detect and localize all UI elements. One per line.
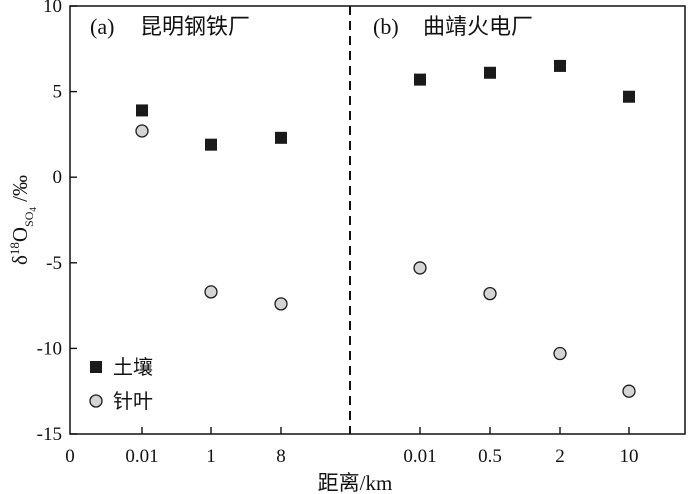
y-tick-label: 5: [53, 82, 63, 103]
x-axis-title: 距离/km: [318, 471, 393, 494]
y-axis-title: δ18OSO4 /‰: [7, 175, 38, 265]
y-axis-title-delta: δ: [8, 255, 32, 265]
soil-point: [484, 66, 496, 79]
legend-soil-marker: [90, 361, 102, 373]
y-axis: 10 5 0 -5 -10 -15: [37, 0, 77, 445]
legend-needle-label: 针叶: [113, 390, 153, 413]
needle-point: [483, 286, 497, 301]
x-tick-label: 2: [555, 446, 565, 467]
x-tick-label: 10: [620, 446, 639, 467]
needle-point: [413, 261, 427, 275]
needle-point: [135, 124, 149, 138]
needle-point: [274, 297, 288, 311]
x-tick-label: 8: [276, 446, 286, 467]
soil-point: [554, 59, 566, 72]
chart-marks: [135, 59, 636, 398]
panel-a-label: (a): [90, 14, 114, 39]
soil-point: [136, 104, 148, 117]
soil-point: [623, 90, 635, 103]
needle-point: [622, 384, 636, 398]
panel-a-title: 昆明钢铁厂: [140, 14, 250, 39]
soil-point: [275, 131, 287, 144]
x-origin-label: 0: [65, 446, 75, 467]
needle-point: [553, 346, 567, 361]
panel-b-title: 曲靖火电厂: [423, 14, 533, 39]
y-axis-title-sub4: 4: [28, 207, 38, 212]
y-tick-label: -15: [37, 424, 62, 445]
soil-point: [414, 73, 426, 86]
legend-soil-label: 土壤: [113, 356, 153, 379]
x-tick-label: 1: [206, 446, 216, 467]
plot-frame: [69, 5, 686, 435]
y-axis-title-o: O: [8, 227, 32, 242]
y-tick-label: 0: [53, 167, 63, 188]
panel-b-label: (b): [373, 14, 399, 39]
needle-point: [204, 285, 218, 299]
legend: 土壤 针叶: [89, 356, 153, 413]
soil-point: [205, 138, 217, 151]
x-tick-label: 0.5: [478, 446, 502, 467]
y-tick-label: -5: [46, 253, 62, 274]
y-axis-title-unit: /‰: [8, 175, 32, 207]
y-axis-title-sup: 18: [7, 242, 22, 255]
y-axis-title-sub: SO: [22, 211, 36, 227]
y-tick-label: 10: [43, 0, 62, 17]
x-tick-label: 0.01: [403, 446, 436, 467]
legend-needle-marker: [89, 394, 103, 408]
x-tick-label: 0.01: [125, 446, 158, 467]
x-axis: 0.01 1 8 0.01 0.5 2 10: [125, 427, 639, 467]
y-tick-label: -10: [37, 338, 62, 359]
